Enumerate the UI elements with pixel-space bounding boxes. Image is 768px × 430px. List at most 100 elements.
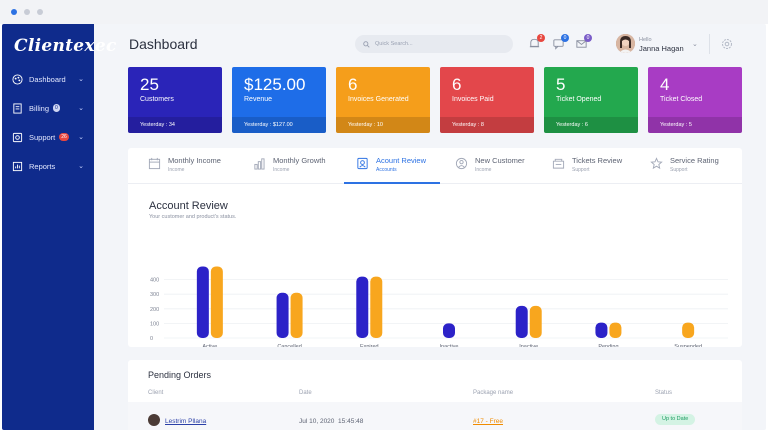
order-date-time: 15:45:48 xyxy=(338,418,364,425)
status-badge: Up to Date xyxy=(655,414,696,425)
chart-bar xyxy=(356,276,369,338)
sidebar-item-support[interactable]: Support 26 ⌄ xyxy=(12,128,90,146)
chevron-down-icon[interactable]: ⌄ xyxy=(692,41,698,48)
chart-bar xyxy=(276,292,289,338)
tab-title: New Customer xyxy=(475,156,525,165)
stat-label: Invoices Generated xyxy=(348,96,409,103)
tab-tickets-review[interactable]: Tickets Review Support xyxy=(552,156,622,184)
window-dot-icon xyxy=(24,9,30,15)
y-tick-label: 100 xyxy=(150,321,159,327)
stat-value: 4 xyxy=(660,75,670,94)
user-icon xyxy=(455,157,468,170)
stat-value: 5 xyxy=(556,75,566,94)
y-tick-label: 200 xyxy=(150,307,159,313)
sidebar-item-label: Reports xyxy=(29,161,56,171)
panel-title: Account Review xyxy=(149,200,228,212)
stat-footer: Yesterday : 10 xyxy=(336,117,430,133)
billing-count-badge: 0 xyxy=(53,104,60,112)
support-icon xyxy=(12,132,23,142)
notification-count-badge: 2 xyxy=(537,34,545,42)
tab-subtitle: Support xyxy=(670,167,688,173)
mail-count-badge: 0 xyxy=(584,34,592,42)
stat-card-ticket-opened[interactable]: 5 Ticket Opened Yesterday : 6 xyxy=(544,67,638,133)
tab-service-rating[interactable]: Service Rating Support xyxy=(650,156,719,184)
stat-label: Ticket Opened xyxy=(556,96,602,103)
search-icon xyxy=(363,40,370,48)
chevron-down-icon: ⌄ xyxy=(78,76,84,83)
package-link[interactable]: #17 - Free xyxy=(473,418,503,425)
sidebar-item-dashboard[interactable]: Dashboard ⌄ xyxy=(12,70,90,88)
stat-card-invoices-generated[interactable]: 6 Invoices Generated Yesterday : 10 xyxy=(336,67,430,133)
report-tabs: Monthly Income Income Monthly Growth Incom… xyxy=(128,148,742,184)
client-link[interactable]: Lestrim Pllana xyxy=(165,418,207,425)
growth-icon xyxy=(254,158,265,170)
stat-card-customers[interactable]: 25 Customers Yesterday : 34 xyxy=(128,67,222,133)
pending-orders-panel: Pending Orders Client Date Package name … xyxy=(128,360,742,430)
chart-bar xyxy=(196,266,209,338)
mail-button[interactable]: 0 xyxy=(575,34,592,51)
invoice-icon xyxy=(13,102,22,114)
tab-subtitle: Support xyxy=(572,167,590,173)
user-photo-icon xyxy=(616,34,635,53)
notifications-button[interactable]: 2 xyxy=(528,34,545,51)
tab-monthly-growth[interactable]: Monthly Growth Income xyxy=(253,156,326,184)
window-dot-icon xyxy=(11,9,17,15)
stat-label: Customers xyxy=(140,96,174,103)
tab-title: Tickets Review xyxy=(572,156,623,165)
user-name[interactable]: Janna Hagan xyxy=(639,44,684,53)
search-input[interactable]: Quick Search... xyxy=(355,35,513,53)
column-header-package: Package name xyxy=(473,390,514,396)
order-date-day: Jul 10, 2020 xyxy=(299,418,335,425)
y-tick-label: 400 xyxy=(150,278,159,284)
tab-subtitle: Income xyxy=(475,167,492,173)
chart-bar xyxy=(515,305,528,338)
messages-button[interactable]: 0 xyxy=(552,34,569,51)
tab-title: Monthly Growth xyxy=(273,156,326,165)
chart-bar xyxy=(682,322,695,338)
avatar xyxy=(148,414,160,426)
divider xyxy=(709,34,710,54)
support-count-badge: 26 xyxy=(59,133,69,141)
sidebar-item-billing[interactable]: Billing 0 ⌄ xyxy=(12,99,90,117)
x-tick-label: Expired xyxy=(360,344,379,347)
user-greeting: Hello xyxy=(639,37,652,43)
column-header-status: Status xyxy=(655,390,673,396)
section-title: Pending Orders xyxy=(148,370,212,380)
rating-icon xyxy=(650,157,663,170)
y-tick-label: 300 xyxy=(150,292,159,298)
mail-icon xyxy=(576,40,587,48)
sidebar-item-reports[interactable]: Reports ⌄ xyxy=(12,157,90,175)
chart-icon xyxy=(12,161,23,171)
avatar[interactable] xyxy=(616,34,635,53)
panel-subtitle: Your customer and product's status. xyxy=(149,214,237,220)
gear-icon[interactable] xyxy=(721,38,733,50)
window-dot-icon xyxy=(37,9,43,15)
bell-icon xyxy=(529,38,540,48)
calendar-icon xyxy=(148,157,161,170)
stat-footer: Yesterday : 5 xyxy=(648,117,742,133)
chart-bar xyxy=(595,322,608,338)
chart-bar xyxy=(370,276,383,338)
stat-card-invoices-paid[interactable]: 6 Invoices Paid Yesterday : 8 xyxy=(440,67,534,133)
account-review-chart: 0 100 200 300 400 Active Cancelled Expired Inact… xyxy=(150,266,728,347)
active-tab-indicator xyxy=(344,182,440,184)
x-tick-label: Suspended xyxy=(674,344,702,347)
chevron-down-icon: ⌄ xyxy=(78,105,84,112)
browser-chrome xyxy=(0,0,768,24)
stat-card-revenue[interactable]: $125.00 Revenue Yesterday : $127.00 xyxy=(232,67,326,133)
x-tick-label: Pending xyxy=(598,344,618,347)
chart-bar xyxy=(290,292,303,338)
stat-value: 25 xyxy=(140,75,159,94)
tab-new-customer[interactable]: New Customer Income xyxy=(455,156,525,184)
chart-bar xyxy=(210,266,223,338)
brand-logo[interactable]: Clientexec xyxy=(14,36,117,56)
account-review-panel: Monthly Income Income Monthly Growth Incom… xyxy=(128,148,742,347)
stat-card-ticket-closed[interactable]: 4 Ticket Closed Yesterday : 5 xyxy=(648,67,742,133)
tab-title: Acount Review xyxy=(376,156,427,165)
order-date: Jul 10, 2020 15:45:48 xyxy=(299,418,363,425)
tab-account-review[interactable]: Acount Review Accounts xyxy=(356,156,426,184)
tab-monthly-income[interactable]: Monthly Income Income xyxy=(148,156,221,184)
table-row[interactable]: Lestrim Pllana Jul 10, 2020 15:45:48 #17… xyxy=(128,402,742,430)
x-tick-label: Cancelled xyxy=(277,344,301,347)
tab-subtitle: Income xyxy=(273,167,290,173)
